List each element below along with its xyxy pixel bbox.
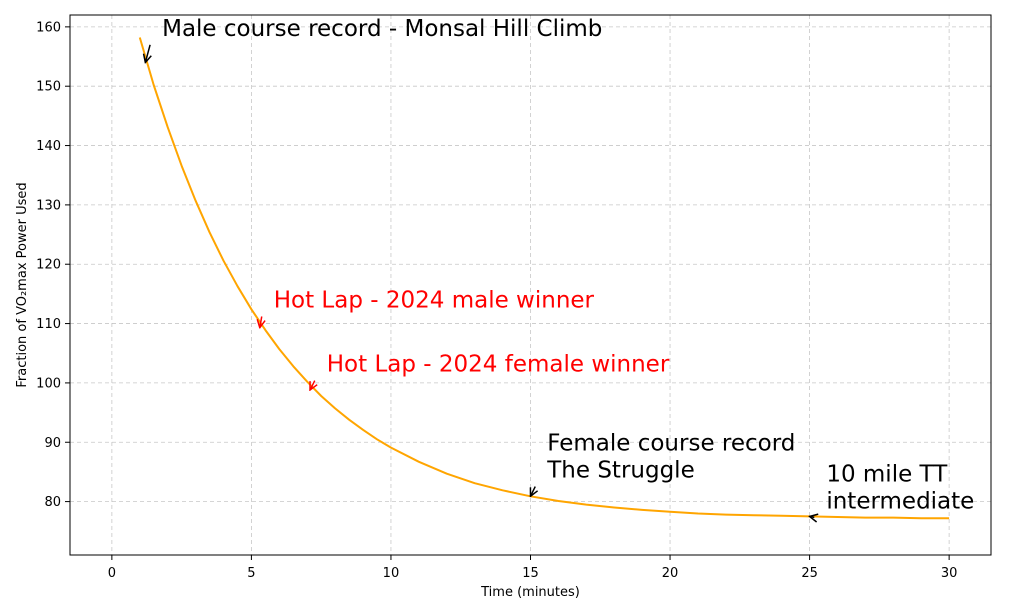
series-layer bbox=[138, 37, 950, 520]
x-tick-label: 5 bbox=[247, 566, 255, 581]
annotation-arrow bbox=[145, 44, 150, 63]
annotation-arrow bbox=[310, 380, 315, 390]
y-tick-label: 130 bbox=[36, 198, 61, 213]
annotations: Male course record - Monsal Hill Climb Ho… bbox=[145, 16, 974, 518]
x-tick-label: 10 bbox=[383, 566, 400, 581]
annotation-arrow bbox=[260, 316, 262, 328]
y-tick-label: 150 bbox=[36, 80, 61, 95]
y-tick-label: 80 bbox=[44, 495, 61, 510]
y-tick-label: 120 bbox=[36, 258, 61, 273]
annotation-text: intermediate bbox=[826, 488, 974, 514]
y-tick-label: 140 bbox=[36, 139, 61, 154]
annotation-text: Hot Lap - 2024 female winner bbox=[327, 352, 670, 378]
x-tick-label: 15 bbox=[522, 566, 539, 581]
ticks: 0 5 10 15 20 25 30 80 90 100 110 120 130 140 150 160 bbox=[36, 20, 957, 581]
annotation-text: 10 mile TT bbox=[826, 461, 948, 487]
y-axis-label: Fraction of VO₂max Power Used bbox=[15, 182, 30, 387]
grid bbox=[70, 15, 991, 555]
y-tick-label: 110 bbox=[36, 317, 61, 332]
y-tick-label: 90 bbox=[44, 436, 61, 451]
y-tick-label: 100 bbox=[36, 376, 61, 391]
annotation-text: Hot Lap - 2024 male winner bbox=[274, 288, 595, 314]
x-tick-label: 20 bbox=[662, 566, 679, 581]
annotation-arrow bbox=[531, 486, 536, 497]
x-axis-label: Time (minutes) bbox=[480, 585, 580, 600]
annotation-arrow bbox=[810, 516, 815, 517]
annotation-text: Female course record bbox=[547, 431, 795, 457]
annotation-text: The Struggle bbox=[546, 458, 694, 484]
y-tick-label: 160 bbox=[36, 20, 61, 35]
annotation-text: Male course record - Monsal Hill Climb bbox=[162, 16, 602, 42]
series-line bbox=[138, 37, 950, 520]
x-tick-label: 0 bbox=[108, 566, 116, 581]
x-tick-label: 25 bbox=[801, 566, 818, 581]
x-tick-label: 30 bbox=[941, 566, 958, 581]
